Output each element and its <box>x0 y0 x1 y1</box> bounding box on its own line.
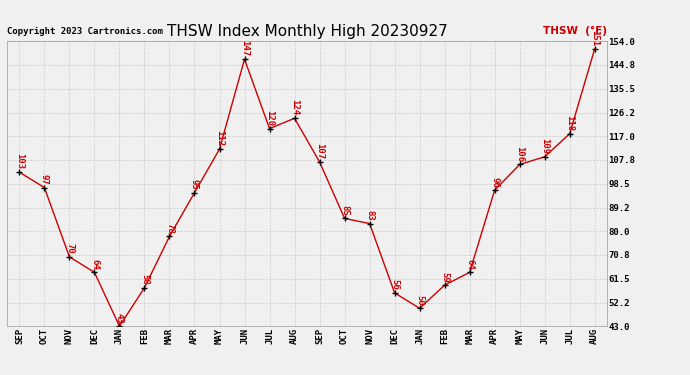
Text: 106: 106 <box>515 146 524 162</box>
Text: 83: 83 <box>365 210 374 221</box>
Text: 78: 78 <box>165 223 174 234</box>
Text: 95: 95 <box>190 179 199 190</box>
Text: 85: 85 <box>340 205 349 216</box>
Text: 112: 112 <box>215 130 224 146</box>
Text: THSW  (°F): THSW (°F) <box>543 26 607 36</box>
Text: 97: 97 <box>40 174 49 185</box>
Text: 64: 64 <box>90 259 99 270</box>
Text: 103: 103 <box>15 153 24 170</box>
Text: 120: 120 <box>265 110 274 126</box>
Text: 124: 124 <box>290 99 299 116</box>
Text: 151: 151 <box>590 30 599 46</box>
Text: 109: 109 <box>540 138 549 154</box>
Text: 50: 50 <box>415 295 424 306</box>
Text: 96: 96 <box>490 177 499 188</box>
Text: Copyright 2023 Cartronics.com: Copyright 2023 Cartronics.com <box>7 27 163 36</box>
Text: 147: 147 <box>240 40 249 57</box>
Text: 59: 59 <box>440 272 449 282</box>
Text: 70: 70 <box>65 243 74 254</box>
Text: 58: 58 <box>140 274 149 285</box>
Text: 64: 64 <box>465 259 474 270</box>
Text: 107: 107 <box>315 143 324 159</box>
Text: 56: 56 <box>390 279 399 290</box>
Text: 43: 43 <box>115 313 124 324</box>
Title: THSW Index Monthly High 20230927: THSW Index Monthly High 20230927 <box>167 24 447 39</box>
Text: 118: 118 <box>565 115 574 131</box>
